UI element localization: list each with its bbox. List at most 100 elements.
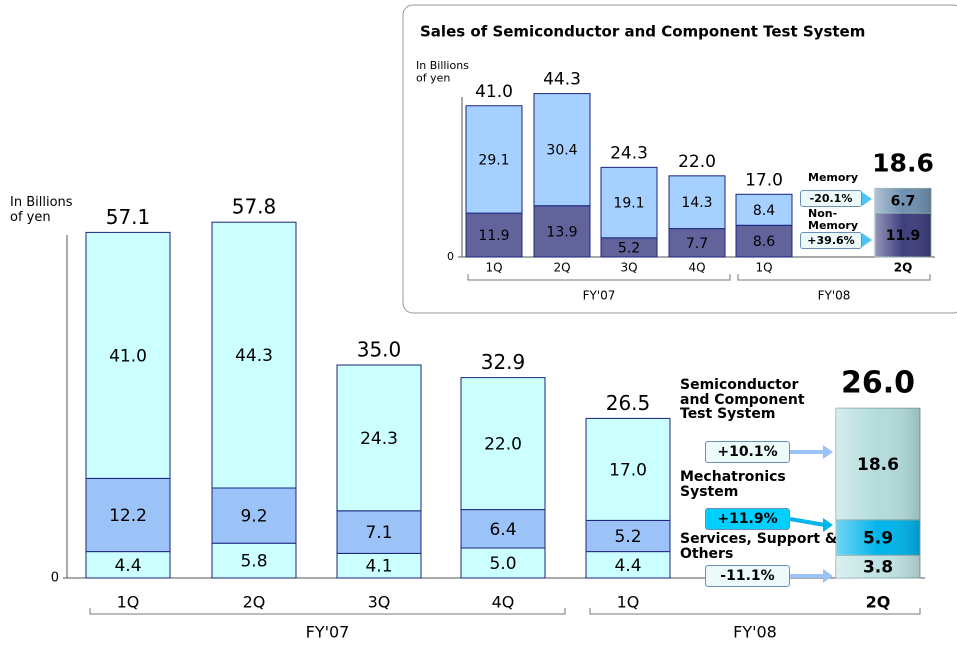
x-tick-label: 1Q [485,261,502,275]
value-label: 17.0 [609,460,647,480]
value-label: 6.7 [891,194,916,210]
value-label: 5.2 [618,240,640,256]
bar-segment [533,205,591,258]
x-tick-label: 1Q [117,593,140,612]
arrow-head [862,192,872,206]
total-label: 41.0 [475,82,513,102]
bar-segment [211,542,297,579]
bar-shine [836,519,920,556]
value-label: 29.1 [478,152,509,168]
value-label: 5.2 [614,527,641,547]
bar-segment [85,551,171,579]
value-label: 12.2 [109,506,147,526]
value-label: 4.4 [114,556,141,576]
change-label: +11.9% [705,508,790,530]
total-label: 24.3 [610,143,648,163]
value-label: 7.7 [686,236,708,252]
bar-segment [735,224,793,258]
bar-segment [735,193,793,226]
group-bracket [467,274,731,281]
value-label: 14.3 [681,195,712,211]
group-label: FY'07 [583,289,616,303]
value-label: 5.9 [863,529,893,549]
x-tick-label: 4Q [492,593,515,612]
value-label: 4.4 [614,556,641,576]
bar-segment [460,509,546,549]
x-tick-label: 3Q [620,261,637,275]
value-label: 44.3 [235,346,273,366]
y-axis-label: In Billions of yen [416,59,469,85]
change-label: -20.1% [800,190,862,207]
x-tick-label: 3Q [368,593,391,612]
value-label: 7.1 [365,523,392,543]
series-name: Memory [808,171,859,184]
bar-segment [211,487,297,544]
bar-segment [668,175,726,230]
group-label: FY'08 [733,623,777,642]
bar-segment [336,552,422,579]
value-label: 9.2 [240,507,267,527]
bar-shine [836,408,920,520]
x-tick-label: 2Q [243,593,266,612]
value-label: 18.6 [857,455,899,475]
bar-segment [336,510,422,554]
value-label: 6.4 [489,520,516,540]
change-label: +10.1% [705,441,790,463]
x-tick-label: 4Q [688,261,705,275]
value-label: 5.0 [489,554,516,574]
total-label: 17.0 [745,170,783,190]
arrow-head [823,445,833,459]
bar-segment [465,105,523,214]
bar-segment [460,377,546,511]
bar-segment [85,477,171,553]
bar-segment [85,231,171,479]
series-name: Mechatronics System [680,469,786,500]
bar-segment [600,166,658,239]
total-label: 35.0 [357,338,402,362]
total-label: 44.3 [543,70,581,90]
chart-title: Sales of Semiconductor and Component Tes… [420,23,865,41]
value-label: 24.3 [360,429,398,449]
bar-segment [668,228,726,258]
x-tick-label: 2Q [894,261,913,275]
value-label: 8.4 [753,203,775,219]
value-label: 22.0 [484,435,522,455]
bar-shine [875,188,931,214]
series-name: Non-Memory [808,207,859,232]
arrow-head [862,233,872,247]
change-label: +39.6% [800,232,862,249]
total-label: 57.1 [106,205,151,229]
group-label: FY'07 [306,623,350,642]
y-tick-label: 0 [51,571,59,586]
total-label: 22.0 [678,152,716,172]
x-tick-label: 2Q [553,261,570,275]
group-bracket [737,274,931,281]
value-label: 19.1 [613,196,644,212]
bar-segment [460,547,546,579]
group-bracket [89,608,566,615]
bar-shine [875,213,931,257]
bar-shine [836,555,920,578]
value-label: 8.6 [753,234,775,250]
value-label: 3.8 [863,558,893,578]
total-label: 32.9 [481,350,526,374]
x-tick-label: 1Q [755,261,772,275]
bar-segment [211,221,297,489]
total-label: 18.6 [872,148,934,177]
y-tick-label: 0 [447,250,454,263]
y-axis-label: In Billions of yen [10,195,73,225]
arrow-head [823,569,833,583]
value-label: 4.1 [365,557,392,577]
bar-segment [336,364,422,512]
total-label: 26.5 [606,391,651,415]
group-bracket [589,608,921,615]
value-label: 11.9 [886,228,921,244]
bar-segment [533,93,591,207]
total-label: 26.0 [841,366,915,401]
value-label: 5.8 [240,552,267,572]
value-label: 41.0 [109,346,147,366]
arrow-head [823,518,833,532]
series-name: Services, Support & Others [680,531,838,562]
